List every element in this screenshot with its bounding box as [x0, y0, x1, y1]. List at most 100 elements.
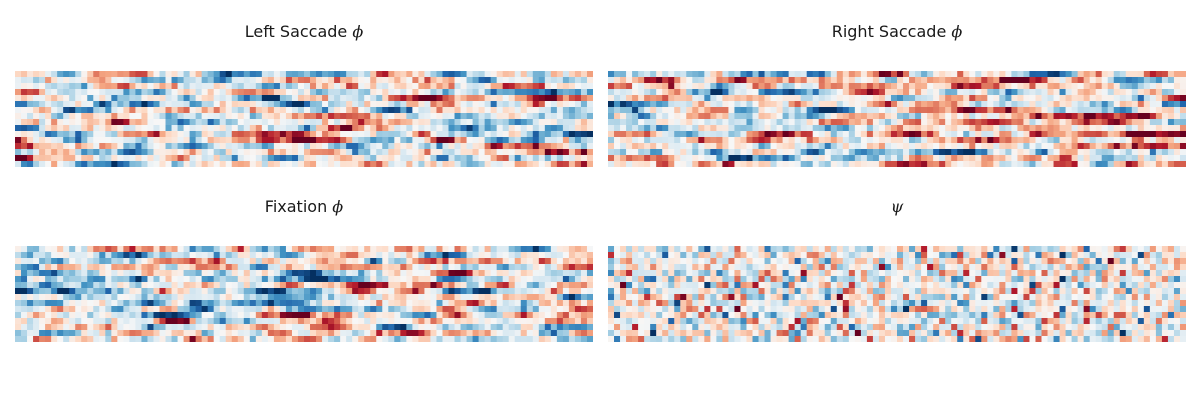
heatmap-cell: [1083, 77, 1091, 84]
heatmap-cell: [668, 101, 675, 108]
heatmap-cell: [632, 252, 639, 259]
heatmap-cell: [472, 155, 479, 162]
heatmap-cell: [556, 161, 564, 167]
heatmap-cell: [334, 137, 341, 144]
heatmap-cell: [165, 125, 172, 132]
heatmap-cell: [243, 264, 251, 271]
heatmap-cell: [177, 312, 184, 319]
heatmap-cell: [93, 125, 100, 132]
heatmap-cell: [135, 276, 142, 283]
heatmap-cell: [496, 288, 504, 295]
heatmap-cell: [310, 282, 317, 289]
heatmap-cell: [830, 83, 838, 90]
heatmap-cell: [225, 149, 233, 156]
heatmap-cell: [57, 149, 64, 156]
heatmap-cell: [213, 270, 221, 277]
heatmap-cell: [1173, 155, 1181, 162]
heatmap-cell: [1101, 155, 1109, 162]
heatmap-cell: [304, 149, 311, 156]
heatmap-cell: [213, 276, 221, 283]
heatmap-cell: [1077, 125, 1085, 132]
heatmap-cell: [1023, 101, 1030, 108]
heatmap-cell: [364, 264, 371, 271]
heatmap-cell: [680, 107, 687, 114]
heatmap-cell: [1155, 258, 1163, 265]
heatmap-cell: [806, 113, 814, 120]
heatmap-cell: [532, 119, 540, 126]
heatmap-cell: [117, 77, 124, 84]
heatmap-cell: [273, 252, 281, 259]
heatmap-cell: [686, 246, 693, 253]
heatmap-cell: [436, 264, 443, 271]
heatmap-cell: [746, 89, 753, 96]
heatmap-cell: [692, 119, 699, 126]
heatmap-cell: [388, 312, 395, 319]
heatmap-cell: [638, 161, 645, 167]
heatmap-cell: [285, 71, 293, 78]
heatmap-cell: [496, 330, 504, 337]
heatmap-cell: [382, 143, 389, 150]
heatmap-cell: [273, 89, 281, 96]
heatmap-cell: [620, 89, 627, 96]
heatmap-cell: [376, 83, 383, 90]
heatmap-cell: [213, 300, 221, 307]
heatmap-cell: [728, 113, 735, 120]
heatmap-cell: [824, 77, 832, 84]
heatmap-cell: [764, 113, 771, 120]
heatmap-cell: [556, 143, 564, 150]
heatmap-cell: [334, 252, 341, 259]
heatmap-cell: [352, 113, 359, 120]
heatmap-cell: [1119, 95, 1127, 102]
heatmap-cell: [159, 288, 166, 295]
heatmap-cell: [219, 276, 227, 283]
heatmap-cell: [63, 252, 70, 259]
heatmap-cell: [550, 312, 558, 319]
heatmap-cell: [123, 107, 130, 114]
heatmap-cell: [285, 149, 293, 156]
heatmap-cell: [231, 294, 239, 301]
heatmap-cell: [939, 107, 946, 114]
heatmap-cell: [490, 83, 498, 90]
heatmap-cell: [1047, 95, 1054, 102]
heatmap-cell: [680, 119, 687, 126]
heatmap-cell: [454, 155, 461, 162]
heatmap-cell: [261, 95, 269, 102]
heatmap-cell: [328, 131, 335, 138]
heatmap-cell: [939, 113, 946, 120]
heatmap-cell: [734, 155, 741, 162]
heatmap-cell: [644, 143, 651, 150]
heatmap-cell: [1101, 83, 1109, 90]
heatmap-cell: [454, 258, 461, 265]
heatmap-cell: [872, 71, 880, 78]
heatmap-cell: [117, 131, 124, 138]
heatmap-cell: [580, 131, 588, 138]
heatmap-cell: [921, 95, 928, 102]
heatmap-cell: [39, 119, 46, 126]
heatmap-cell: [939, 89, 946, 96]
heatmap-cell: [147, 131, 154, 138]
heatmap-cell: [1107, 125, 1115, 132]
heatmap-cell: [502, 89, 510, 96]
heatmap-cell: [147, 149, 154, 156]
heatmap-cell: [574, 324, 582, 331]
heatmap-cell: [231, 330, 239, 337]
heatmap-cell: [117, 252, 124, 259]
heatmap-cell: [716, 107, 723, 114]
heatmap-cell: [644, 119, 651, 126]
heatmap-cell: [400, 131, 407, 138]
heatmap-cell: [574, 125, 582, 132]
heatmap-cell: [285, 336, 293, 342]
heatmap-cell: [237, 83, 245, 90]
heatmap-cell: [981, 161, 988, 167]
heatmap-cell: [105, 282, 112, 289]
heatmap-cell: [352, 137, 359, 144]
heatmap-cell: [1029, 71, 1036, 78]
heatmap-cell: [291, 119, 299, 126]
heatmap-cell: [710, 264, 717, 271]
heatmap-cell: [99, 336, 106, 342]
heatmap-cell: [195, 306, 203, 313]
heatmap-cell: [1149, 83, 1157, 90]
heatmap-cell: [818, 137, 826, 144]
heatmap-cell: [1035, 107, 1042, 114]
heatmap-cell: [1155, 113, 1163, 120]
